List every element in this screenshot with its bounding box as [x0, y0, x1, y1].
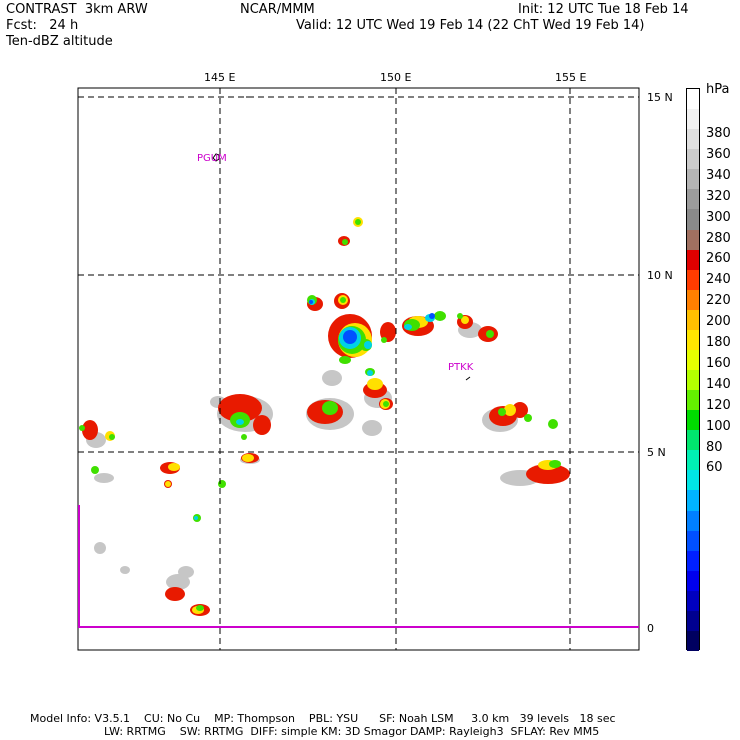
lat-label-15n: 15 N — [647, 91, 673, 104]
colorbar-tick-label: 240 — [706, 272, 731, 288]
colorbar-tick-label: 120 — [706, 397, 731, 413]
colorbar-tick-label: 100 — [706, 418, 731, 434]
colorbar-swatch — [687, 630, 699, 652]
colorbar-tick-label: 80 — [706, 439, 723, 455]
colorbar-swatch — [687, 550, 699, 572]
model-info-line1: Model Info: V3.5.1 CU: No Cu MP: Thompso… — [30, 712, 616, 725]
lat-label-5n: 5 N — [647, 446, 666, 459]
colorbar-swatch — [687, 289, 699, 311]
colorbar-swatch — [687, 390, 699, 411]
colorbar-swatch — [687, 109, 699, 130]
colorbar-swatch — [687, 149, 699, 170]
colorbar-swatch — [687, 490, 699, 511]
colorbar-swatch — [687, 430, 699, 451]
colorbar-swatch — [687, 530, 699, 552]
model-title: CONTRAST 3km ARW — [6, 2, 148, 17]
colorbar-swatch — [687, 570, 699, 592]
colorbar-tick-label: 180 — [706, 335, 731, 350]
colorbar-swatch — [687, 349, 699, 371]
colorbar-tick-label: 340 — [706, 167, 731, 183]
colorbar-swatch — [687, 269, 699, 291]
field-name: Ten-dBZ altitude — [6, 34, 113, 49]
colorbar-swatch — [687, 410, 699, 431]
colorbar-tick-label: 300 — [706, 209, 731, 225]
lat-label-10n: 10 N — [647, 269, 673, 282]
init-time: Init: 12 UTC Tue 18 Feb 14 — [518, 2, 689, 17]
colorbar — [686, 88, 700, 652]
colorbar-tick-label: 140 — [706, 376, 731, 392]
colorbar-tick-label: 220 — [706, 293, 731, 309]
colorbar-swatch — [687, 450, 699, 471]
colorbar-swatch — [687, 169, 699, 190]
latlon-grid — [78, 88, 639, 650]
colorbar-tick-label: 320 — [706, 188, 731, 204]
colorbar-tick-label: 200 — [706, 314, 731, 330]
model-info-line2: LW: RRTMG SW: RRTMG DIFF: simple KM: 3D … — [104, 725, 600, 738]
colorbar-swatch — [687, 470, 699, 491]
colorbar-swatch — [687, 189, 699, 210]
colorbar-swatch — [687, 89, 699, 110]
valid-time: Valid: 12 UTC Wed 19 Feb 14 (22 ChT Wed … — [296, 18, 645, 33]
lon-label-155: 155 E — [555, 71, 587, 84]
forecast-hour: Fcst: 24 h — [6, 18, 79, 33]
colorbar-unit: hPa — [706, 82, 730, 97]
colorbar-swatch — [687, 309, 699, 331]
map-frame — [77, 87, 640, 651]
colorbar-swatch — [687, 249, 699, 271]
colorbar-tick-label: 380 — [706, 126, 731, 141]
lon-label-145: 145 E — [204, 71, 236, 84]
station-label-ptkk: PTKK — [448, 362, 474, 373]
coastlines — [212, 96, 471, 381]
lon-label-150: 150 E — [380, 71, 412, 84]
colorbar-swatch — [687, 370, 699, 391]
colorbar-swatch — [687, 510, 699, 532]
colorbar-tick-label: 360 — [706, 146, 731, 162]
colorbar-tick-label: 280 — [706, 230, 731, 246]
lat-label-0: 0 — [647, 622, 654, 635]
colorbar-swatch — [687, 209, 699, 230]
colorbar-tick-label: 60 — [706, 460, 723, 476]
center-name: NCAR/MMM — [240, 2, 315, 17]
colorbar-swatch — [687, 329, 699, 351]
colorbar-swatch — [687, 590, 699, 612]
shading-blue — [309, 300, 435, 344]
colorbar-tick-label: 260 — [706, 251, 731, 267]
colorbar-tick-label: 160 — [706, 355, 731, 371]
colorbar-swatch — [687, 229, 699, 251]
colorbar-swatch — [687, 610, 699, 632]
station-label-pgum: PGUM — [197, 153, 227, 164]
colorbar-swatch — [687, 129, 699, 150]
